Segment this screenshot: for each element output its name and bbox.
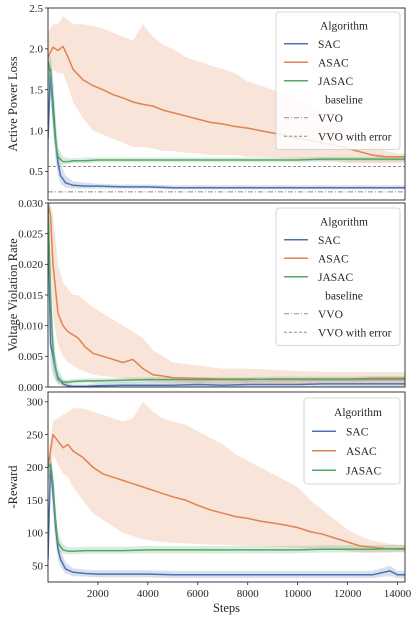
y-tick-label: 50 <box>32 560 44 572</box>
series-line-jasac <box>48 60 405 163</box>
x-tick-label: 4000 <box>137 588 160 600</box>
legend-label-asac: ASAC <box>318 253 349 265</box>
legend-title: Algorithm <box>320 20 368 32</box>
x-tick-label: 14000 <box>384 588 412 600</box>
legend-frame <box>275 11 401 150</box>
legend: Algorithm SAC ASAC JASAC baseline VVO VVO with… <box>275 207 401 346</box>
x-tick-label: 10000 <box>284 588 312 600</box>
legend-label-sac: SAC <box>318 39 341 51</box>
y-tick-label: 0.5 <box>29 166 43 178</box>
y-tick-label: 0.000 <box>18 382 43 394</box>
legend-frame <box>275 207 401 346</box>
y-axis-label: Active Power Loss <box>6 56 20 151</box>
y-tick-label: 250 <box>27 429 44 441</box>
legend: Algorithm SAC ASAC JASAC baseline VVO VVO with… <box>275 11 401 150</box>
legend-title: Algorithm <box>320 216 368 228</box>
legend-title: Algorithm <box>334 407 382 419</box>
y-tick-label: 200 <box>27 462 44 474</box>
chart-panel-3: 50 100 150 200 250 300 2000 4000 6000 8000 10000 12… <box>6 391 412 615</box>
legend-label-asac: ASAC <box>346 446 377 458</box>
legend-label-jasac: JASAC <box>318 272 353 284</box>
x-tick-label: 12000 <box>334 588 362 600</box>
legend-section-header: baseline <box>325 94 363 106</box>
y-tick-label: 0.010 <box>18 320 43 332</box>
y-tick-label: 2.5 <box>29 3 43 15</box>
y-tick-label: 0.025 <box>18 228 43 240</box>
axes-frame <box>47 7 406 201</box>
x-tick-label: 2000 <box>87 588 110 600</box>
y-tick-label: 0.015 <box>18 290 43 302</box>
x-axis-label: Steps <box>213 601 240 615</box>
legend-label-vvo-with-error: VVO with error <box>318 131 392 143</box>
series-line-asac <box>48 433 405 550</box>
band-asac <box>48 401 405 553</box>
x-tick-label: 8000 <box>237 588 260 600</box>
legend-label-asac: ASAC <box>318 57 349 69</box>
legend-label-sac: SAC <box>346 426 369 438</box>
legend-label-jasac: JASAC <box>318 76 353 88</box>
chart-panel-2: 0.000 0.005 0.010 0.015 0.020 0.025 0.030 Volta… <box>6 198 406 394</box>
band-asac <box>48 203 405 384</box>
y-tick-label: 150 <box>27 495 44 507</box>
legend: Algorithm SAC ASAC JASAC <box>303 397 401 485</box>
x-tick-label: 6000 <box>187 588 210 600</box>
legend-label-vvo-with-error: VVO with error <box>318 327 392 339</box>
y-tick-label: 1.0 <box>29 125 43 137</box>
y-tick-label: 0.020 <box>18 259 43 271</box>
series-line-sac <box>48 463 405 576</box>
y-tick-label: 0.030 <box>18 198 43 210</box>
y-axis-label: -Reward <box>6 465 20 509</box>
y-tick-label: 1.5 <box>29 85 43 97</box>
legend-label-vvo: VVO <box>318 309 343 321</box>
y-tick-label: 0.005 <box>18 351 43 363</box>
y-tick-label: 100 <box>27 528 44 540</box>
y-tick-label: 300 <box>27 397 44 409</box>
y-tick-label: 2.0 <box>29 44 43 56</box>
series-line-jasac <box>48 203 405 383</box>
legend-label-jasac: JASAC <box>346 465 381 477</box>
plot-area <box>48 203 405 387</box>
legend-frame <box>303 397 401 485</box>
series-line-jasac <box>48 463 405 552</box>
axes-frame <box>47 391 406 583</box>
legend-label-vvo: VVO <box>318 113 343 125</box>
legend-section-header: baseline <box>325 290 363 302</box>
chart-panel-1: 0.5 1.0 1.5 2.0 2.5 Active Power Loss Algorith… <box>6 3 406 201</box>
y-axis-label: Voltage Violation Rate <box>6 238 20 352</box>
legend-label-sac: SAC <box>318 235 341 247</box>
plot-area <box>48 401 405 579</box>
